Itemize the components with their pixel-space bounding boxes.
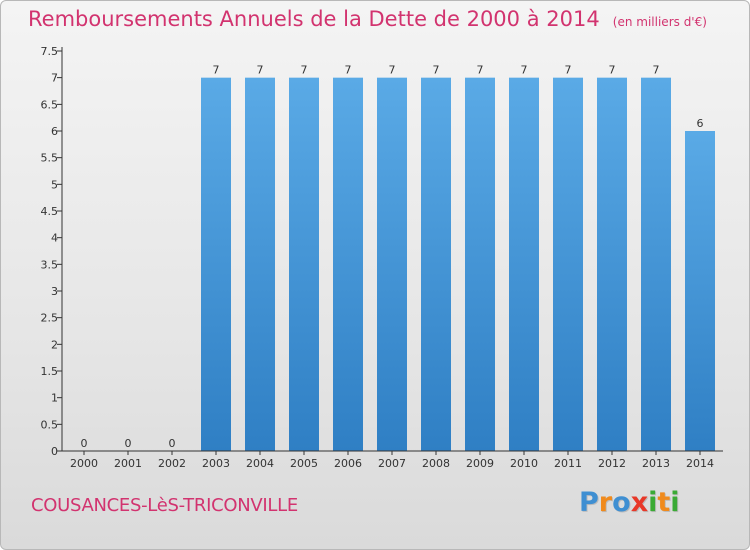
x-tick-label: 2014 [686,457,714,470]
bar [553,77,583,452]
proxiti-logo: Proxiti [579,487,680,518]
bar [421,77,451,452]
bar [597,77,627,452]
x-tick-label: 2010 [510,457,538,470]
y-tick-label: 0 [51,445,58,458]
bar-value-label: 7 [301,64,308,77]
bar-value-label: 7 [609,64,616,77]
bar [201,77,231,452]
x-tick-label: 2004 [246,457,274,470]
brand-letter: i [648,487,658,518]
bar [509,77,539,452]
bar [465,77,495,452]
bar-value-label: 7 [433,64,440,77]
brand-letter: P [579,487,599,518]
x-tick-label: 2000 [70,457,98,470]
title-row: Remboursements Annuels de la Dette de 20… [28,7,707,31]
bar-value-label: 7 [565,64,572,77]
y-tick-label: 3 [51,285,58,298]
bar [685,131,715,451]
chart-unit: (en milliers d'€) [612,15,707,29]
y-tick-label: 7.5 [41,45,59,58]
brand-letter: r [598,487,613,518]
bar [377,77,407,452]
chart-title: Remboursements Annuels de la Dette de 20… [28,7,600,31]
bar-value-label: 7 [521,64,528,77]
x-tick-label: 2012 [598,457,626,470]
bar-value-label: 0 [169,437,176,450]
y-tick-label: 6.5 [41,98,59,111]
bar [333,77,363,452]
x-tick-label: 2002 [158,457,186,470]
bar-value-label: 7 [345,64,352,77]
x-tick-label: 2009 [466,457,494,470]
value-labels-group: 0 0 0 7 7 7 7 7 7 7 7 7 7 7 6 [81,64,704,450]
bar-value-label: 7 [257,64,264,77]
y-tick-label: 5.5 [41,152,59,165]
bars-group [201,77,715,452]
x-tick-label: 2006 [334,457,362,470]
bar [245,77,275,452]
x-ticks-group: 2000 2001 2002 2003 2004 2005 2006 2007 2008 2009… [70,451,714,470]
x-tick-label: 2008 [422,457,450,470]
bar [289,77,319,452]
y-tick-label: 3.5 [41,258,59,271]
y-tick-label: 7 [51,72,58,85]
bar-value-label: 7 [389,64,396,77]
bar-value-label: 7 [477,64,484,77]
brand-letter: o [612,487,631,518]
y-tick-label: 6 [51,125,58,138]
x-tick-label: 2005 [290,457,318,470]
y-tick-label: 4.5 [41,205,59,218]
y-tick-label: 2.5 [41,312,59,325]
brand-letter: x [630,487,649,518]
bar-value-label: 7 [213,64,220,77]
brand-letter: t [657,487,671,518]
y-tick-label: 2 [51,338,58,351]
y-tick-label: 4 [51,232,58,245]
y-tick-label: 1 [51,392,58,405]
y-ticks-group: 0 0.5 1 1.5 2 2.5 3 3.5 4 4.5 5 5.5 6 6.5 7 7.5 [41,45,62,458]
y-tick-label: 0.5 [41,418,59,431]
bar-value-label: 0 [81,437,88,450]
x-tick-label: 2011 [554,457,582,470]
commune-name: COUSANCES-LèS-TRICONVILLE [31,495,298,516]
bar-value-label: 6 [697,117,704,130]
x-tick-label: 2007 [378,457,406,470]
y-tick-label: 1.5 [41,365,59,378]
bar-value-label: 7 [653,64,660,77]
x-tick-label: 2001 [114,457,142,470]
bar-value-label: 0 [125,437,132,450]
y-tick-label: 5 [51,178,58,191]
bar [641,77,671,452]
brand-letter: i [670,487,680,518]
x-tick-label: 2013 [642,457,670,470]
x-tick-label: 2003 [202,457,230,470]
